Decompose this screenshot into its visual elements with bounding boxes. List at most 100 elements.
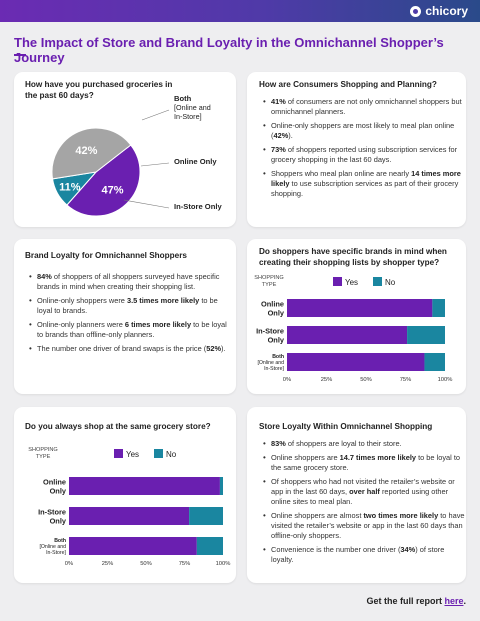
bullet-text: ). — [288, 131, 293, 140]
bullet-emphasis: 14 times more likely — [271, 169, 461, 188]
chicory-logo[interactable]: chicory — [410, 4, 468, 18]
bullet-emphasis: 42% — [273, 131, 289, 140]
card6-bullets: 83% of shoppers are loyal to their store… — [262, 439, 467, 569]
bullet-text: Online-only planners were — [37, 320, 125, 329]
bullet-text: Online shoppers are — [271, 453, 340, 462]
category-label: Both — [272, 354, 284, 360]
bullet-emphasis: 73% — [271, 145, 286, 154]
pie-slice-label: Online Only — [174, 157, 217, 166]
leader-line — [141, 109, 170, 121]
bullet-emphasis: 83% — [271, 439, 286, 448]
page-title: The Impact of Store and Brand Loyalty in… — [14, 35, 444, 65]
bullet-text: to be loyal to brands. — [37, 296, 218, 315]
footer-text: Get the full report — [366, 596, 445, 606]
axis-title: SHOPPING — [254, 275, 284, 281]
card2-heading: How are Consumers Shopping and Planning? — [259, 80, 437, 89]
bar-segment — [189, 507, 223, 525]
category-label: [Online and — [257, 360, 284, 366]
bullet-text: ). — [221, 344, 226, 353]
bullet-emphasis: 34% — [400, 545, 416, 554]
bullet-item: Shoppers who meal plan online are nearly… — [263, 169, 466, 199]
leader-line — [123, 199, 170, 209]
x-tick-label: 25% — [102, 561, 114, 567]
x-tick-label: 100% — [438, 377, 453, 383]
store-loyalty-card: Store Loyalty Within Omnichannel Shoppin… — [247, 407, 466, 583]
bullet-emphasis: over half — [349, 487, 380, 496]
bullet-emphasis: 14.7 times more likely — [339, 453, 417, 462]
bullet-item: Convenience is the number one driver (34… — [263, 545, 467, 565]
store-chart-card: Do you always shop at the same grocery s… — [14, 407, 236, 583]
store-chart-question: Do you always shop at the same grocery s… — [25, 422, 211, 431]
legend-label: Yes — [345, 278, 358, 287]
pie-slice — [51, 127, 132, 180]
bullet-item: 41% of consumers are not only omnichanne… — [263, 97, 466, 117]
legend-swatch — [333, 277, 342, 286]
category-label: In-Store — [256, 327, 284, 336]
legend-swatch — [154, 449, 163, 458]
brand-chart-question: Do shoppers have specific brands in mind… — [259, 247, 447, 267]
bar-segment — [69, 537, 197, 555]
bar-segment — [196, 537, 223, 555]
bullet-text: to be loyal to the same grocery store. — [271, 453, 460, 472]
category-label: [Online and — [39, 544, 66, 550]
bar-segment — [287, 326, 408, 344]
x-tick-label: 0% — [283, 377, 291, 383]
top-banner: chicory — [0, 0, 480, 22]
bullet-emphasis: 84% — [37, 272, 52, 281]
brand-loyalty-card: Brand Loyalty for Omnichannel Shoppers 8… — [14, 239, 236, 394]
bullet-text: Shoppers who meal plan online are nearly — [271, 169, 412, 178]
category-label: Online — [261, 300, 284, 309]
category-label: In-Store — [38, 508, 66, 517]
full-report-link[interactable]: here — [444, 596, 464, 606]
bullet-item: Of shoppers who had not visited the reta… — [263, 477, 467, 507]
bullet-emphasis: 41% — [271, 97, 286, 106]
card2-bullets: 41% of consumers are not only omnichanne… — [262, 97, 466, 203]
bar-segment — [407, 326, 445, 344]
bullet-emphasis: 6 times more likely — [124, 320, 192, 329]
bullet-text: of consumers are not only omnichannel sh… — [271, 97, 462, 116]
pie-slice-label: Both — [174, 94, 192, 103]
category-label: Only — [50, 517, 67, 526]
legend-swatch — [373, 277, 382, 286]
pie-value-label: 42% — [75, 145, 97, 157]
x-tick-label: 75% — [179, 561, 191, 567]
card3-heading: Brand Loyalty for Omnichannel Shoppers — [25, 251, 187, 260]
pie-question: How have you purchased groceries in the … — [25, 80, 173, 100]
pie-value-label: 11% — [59, 181, 81, 193]
bullet-item: 83% of shoppers are loyal to their store… — [263, 439, 467, 449]
axis-title: TYPE — [36, 454, 51, 460]
bullet-item: Online-only planners were 6 times more l… — [29, 320, 234, 340]
brand-chart-card: Do shoppers have specific brands in mind… — [247, 239, 466, 394]
bullet-item: Online-only shoppers were 3.5 times more… — [29, 296, 234, 316]
pie-slice-label: [Online and — [174, 103, 211, 112]
x-tick-label: 75% — [400, 377, 412, 383]
logo-text: chicory — [425, 4, 468, 18]
card3-bullets: 84% of shoppers of all shoppers surveyed… — [28, 272, 234, 358]
leader-line — [140, 162, 170, 167]
bullet-text: to be loyal to brands than offline-only … — [37, 320, 227, 339]
category-label: Only — [268, 309, 285, 318]
category-label: In-Store] — [46, 550, 66, 556]
footer-period: . — [463, 596, 466, 606]
bullet-text: of shoppers are loyal to their store. — [285, 439, 402, 448]
x-tick-label: 0% — [65, 561, 73, 567]
bullet-item: Online shoppers are almost two times mor… — [263, 511, 467, 541]
bullet-text: Convenience is the number one driver ( — [271, 545, 401, 554]
bar-segment — [287, 299, 433, 317]
bullet-emphasis: 3.5 times more likely — [126, 296, 200, 305]
axis-title: TYPE — [262, 282, 277, 288]
bullet-item: Online-only shoppers are most likely to … — [263, 121, 466, 141]
pie-value-label: 47% — [102, 185, 124, 197]
category-label: Only — [50, 487, 67, 496]
bullet-text: of shoppers reported using subscription … — [271, 145, 458, 164]
bullet-text: of shoppers of all shoppers surveyed hav… — [37, 272, 220, 291]
bullet-text: ) of store loyalty. — [271, 545, 445, 564]
legend-label: Yes — [126, 450, 139, 459]
bullet-item: The number one driver of brand swaps is … — [29, 344, 234, 354]
shopping-planning-card: How are Consumers Shopping and Planning?… — [247, 72, 466, 227]
bar-segment — [432, 299, 445, 317]
bullet-text: Online shoppers are almost — [271, 511, 364, 520]
bullet-emphasis: two times more likely — [363, 511, 439, 520]
x-tick-label: 50% — [140, 561, 152, 567]
